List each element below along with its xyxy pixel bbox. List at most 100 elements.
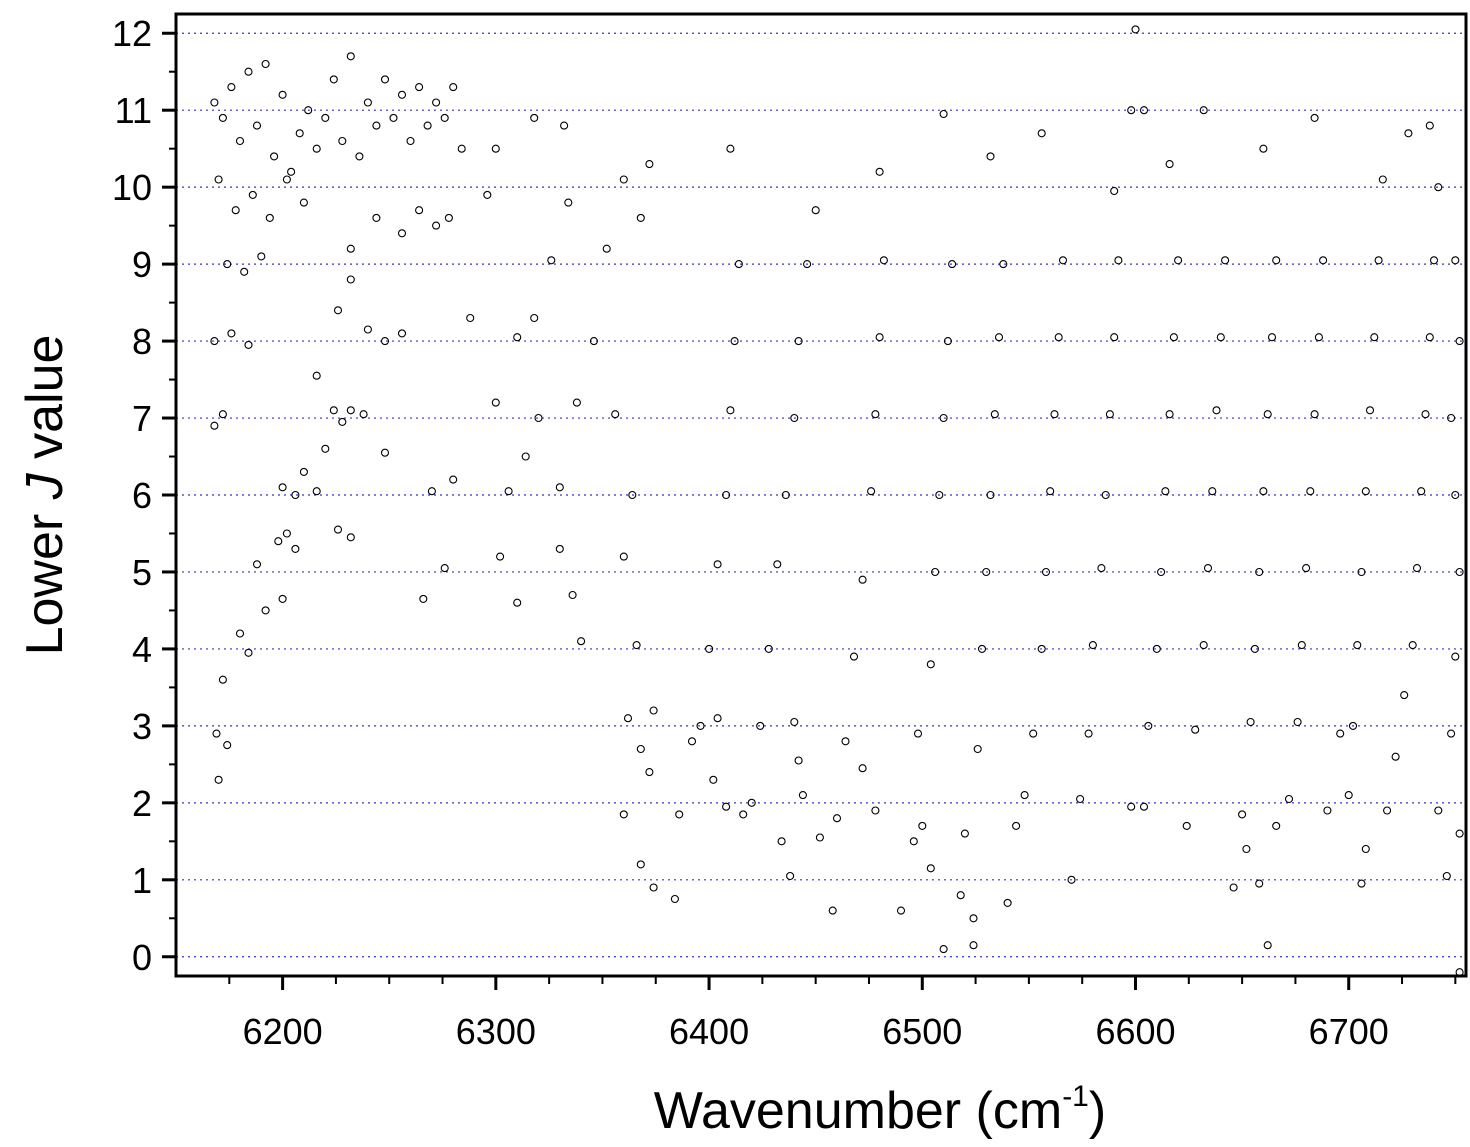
data-point bbox=[346, 52, 355, 61]
data-point bbox=[986, 490, 995, 500]
data-point bbox=[321, 113, 330, 122]
data-point bbox=[858, 764, 867, 773]
x-tick-label: 6500 bbox=[882, 1011, 962, 1052]
data-point bbox=[1400, 691, 1409, 700]
data-point bbox=[577, 637, 586, 646]
data-point bbox=[1374, 256, 1383, 265]
data-point bbox=[1434, 806, 1443, 815]
data-point bbox=[1306, 487, 1315, 496]
data-point bbox=[218, 675, 227, 684]
data-point bbox=[312, 487, 321, 496]
data-point bbox=[321, 444, 330, 453]
data-point bbox=[1442, 871, 1451, 881]
data-point bbox=[333, 306, 343, 315]
y-tick-label: 6 bbox=[132, 475, 152, 516]
data-point bbox=[811, 206, 820, 215]
data-point bbox=[739, 810, 748, 819]
data-point bbox=[1451, 490, 1460, 500]
data-point bbox=[555, 483, 564, 492]
data-point bbox=[1046, 487, 1055, 496]
data-point bbox=[1139, 802, 1149, 811]
data-point bbox=[645, 160, 654, 169]
data-point bbox=[1110, 186, 1119, 196]
data-point bbox=[1221, 256, 1230, 265]
y-tick-label: 10 bbox=[112, 167, 152, 208]
data-point bbox=[649, 883, 658, 892]
data-point bbox=[1212, 406, 1221, 415]
data-point bbox=[423, 121, 432, 130]
data-point bbox=[257, 252, 266, 261]
data-point bbox=[534, 413, 543, 423]
data-point bbox=[1348, 721, 1358, 730]
data-point bbox=[973, 744, 982, 754]
data-point bbox=[1272, 256, 1281, 265]
x-tick-label: 6300 bbox=[456, 1011, 536, 1052]
data-point bbox=[1353, 641, 1362, 650]
data-point bbox=[227, 83, 236, 92]
data-point bbox=[687, 737, 697, 746]
data-point bbox=[977, 644, 987, 653]
data-point bbox=[713, 714, 722, 723]
data-point bbox=[432, 221, 441, 230]
data-point bbox=[636, 860, 645, 869]
data-point bbox=[994, 333, 1004, 342]
data-point bbox=[513, 333, 522, 342]
x-axis: 6200 6300 6400 6500 6600 6700 bbox=[228, 976, 1457, 1052]
data-point bbox=[871, 410, 880, 419]
data-point bbox=[1310, 410, 1319, 419]
data-point bbox=[252, 121, 262, 130]
data-point bbox=[1105, 410, 1114, 419]
data-point bbox=[913, 729, 923, 738]
data-point bbox=[291, 490, 300, 500]
data-point bbox=[1412, 564, 1422, 573]
data-point bbox=[427, 487, 436, 496]
data-point bbox=[896, 906, 906, 915]
data-point bbox=[948, 260, 957, 269]
data-point bbox=[1344, 791, 1353, 800]
data-point bbox=[926, 660, 935, 669]
data-point bbox=[1417, 487, 1426, 496]
data-point bbox=[1447, 729, 1456, 738]
data-point bbox=[244, 340, 253, 349]
data-point bbox=[419, 594, 428, 603]
data-point bbox=[1404, 129, 1413, 138]
data-point bbox=[1267, 333, 1277, 342]
data-point bbox=[312, 144, 321, 153]
data-point bbox=[619, 175, 628, 184]
data-point bbox=[265, 213, 274, 222]
data-point bbox=[875, 333, 884, 342]
data-point bbox=[1425, 121, 1434, 130]
data-point bbox=[619, 810, 628, 819]
data-point bbox=[282, 529, 291, 538]
data-point bbox=[1310, 113, 1319, 122]
data-point bbox=[1208, 487, 1217, 496]
data-point bbox=[1365, 406, 1375, 415]
data-point bbox=[1429, 256, 1439, 265]
data-point bbox=[1203, 564, 1213, 573]
data-point bbox=[832, 814, 842, 823]
y-tick-label: 1 bbox=[132, 860, 152, 901]
data-point bbox=[1447, 413, 1456, 423]
data-point bbox=[623, 714, 633, 723]
y-tick-label: 3 bbox=[132, 706, 152, 747]
data-point bbox=[1455, 567, 1464, 577]
data-point bbox=[530, 113, 539, 122]
data-point bbox=[849, 652, 859, 661]
data-point bbox=[466, 313, 475, 323]
data-point bbox=[287, 167, 296, 176]
data-point bbox=[1012, 821, 1021, 830]
x-tick-label: 6400 bbox=[669, 1011, 749, 1052]
data-point bbox=[1101, 490, 1110, 500]
data-point bbox=[794, 756, 803, 765]
data-point bbox=[218, 113, 227, 122]
data-point bbox=[1370, 333, 1379, 342]
x-axis-title-text: Wavenumber (cm bbox=[654, 1082, 1062, 1140]
data-point bbox=[726, 144, 735, 153]
data-point bbox=[227, 329, 236, 338]
data-point bbox=[231, 206, 240, 215]
data-point bbox=[560, 121, 569, 130]
data-point bbox=[1084, 729, 1093, 738]
data-point bbox=[1242, 844, 1251, 854]
data-point bbox=[1229, 883, 1238, 892]
